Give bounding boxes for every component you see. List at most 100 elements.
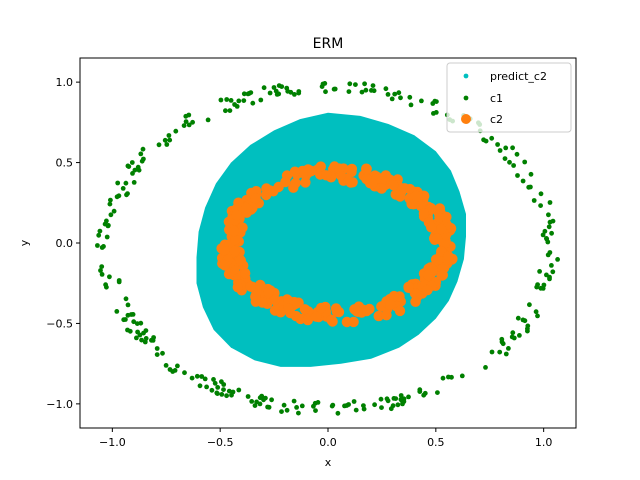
c1-point	[116, 193, 122, 199]
c1-point	[332, 86, 338, 92]
c1-point	[526, 184, 532, 190]
c2-point	[388, 290, 400, 302]
c1-point	[108, 212, 114, 218]
c2-point	[315, 161, 326, 172]
c1-point	[497, 349, 503, 355]
c1-point	[531, 198, 537, 203]
legend-entry-c2: c2	[461, 113, 503, 126]
c1-point	[163, 363, 169, 368]
c1-point	[547, 274, 552, 280]
c1-point	[115, 180, 121, 186]
c1-point	[167, 367, 173, 372]
c1-point	[190, 119, 196, 125]
c1-point	[132, 167, 138, 173]
y-tick-label: −1.0	[46, 398, 73, 411]
c1-point	[281, 402, 287, 408]
c1-point	[542, 228, 548, 234]
c1-point	[549, 263, 554, 268]
c1-point	[267, 90, 273, 96]
y-tick-label: 0.5	[56, 157, 74, 170]
c1-point	[371, 88, 377, 94]
c2-point	[299, 304, 311, 315]
c1-point	[121, 317, 127, 323]
c1-point	[401, 396, 407, 402]
c1-point	[406, 394, 411, 400]
c1-point	[353, 407, 359, 413]
c2-point	[230, 234, 241, 245]
c1-point	[449, 374, 454, 380]
c2-point	[321, 170, 332, 181]
c1-point	[533, 309, 539, 315]
c1-point	[99, 245, 105, 250]
c1-point	[544, 236, 549, 241]
c1-point	[142, 339, 148, 345]
c1-point	[503, 145, 509, 151]
legend-marker-c2	[461, 114, 471, 124]
c2-point	[349, 304, 360, 315]
c1-point	[116, 278, 122, 283]
c1-point	[139, 337, 145, 343]
c1-point	[194, 373, 200, 379]
c1-point	[141, 156, 146, 162]
c1-point	[276, 83, 282, 88]
c2-point	[283, 303, 294, 314]
c1-point	[221, 382, 227, 387]
c1-point	[549, 230, 554, 236]
c2-point	[250, 193, 261, 204]
c1-point	[241, 91, 247, 97]
y-tick-label: 0.0	[56, 237, 74, 250]
c1-point	[284, 85, 290, 91]
c1-point	[296, 410, 301, 416]
c1-point	[263, 395, 268, 401]
c1-point	[503, 351, 509, 357]
c1-point	[419, 98, 424, 104]
legend-label-c1: c1	[490, 92, 503, 105]
c2-point	[367, 178, 378, 189]
c1-point	[351, 399, 357, 404]
c1-point	[143, 336, 149, 341]
x-axis-ticks: −1.0 −0.5 0.0 0.5 1.0	[99, 428, 552, 449]
c2-point	[385, 299, 396, 310]
c1-point	[489, 349, 495, 355]
c1-point	[497, 148, 503, 153]
c1-point	[266, 404, 272, 410]
c1-point	[550, 218, 556, 224]
c1-point	[172, 368, 178, 373]
c1-point	[495, 142, 500, 147]
c2-point	[341, 316, 353, 328]
c1-point	[489, 135, 495, 141]
c1-point	[150, 338, 156, 343]
c1-point	[258, 97, 264, 103]
c1-point	[313, 408, 318, 413]
c1-point	[507, 159, 512, 165]
c1-point	[547, 200, 553, 205]
c1-point	[525, 323, 531, 329]
legend-label-c2: c2	[490, 113, 503, 126]
c1-point	[125, 191, 130, 197]
c1-point	[323, 89, 328, 95]
legend: predict_c2 c1 c2	[446, 62, 572, 133]
c1-point	[527, 302, 532, 308]
c1-point	[99, 264, 105, 269]
c1-point	[517, 333, 522, 338]
c1-point	[141, 330, 146, 336]
c1-point	[433, 110, 439, 115]
c1-point	[99, 272, 105, 277]
c1-point	[271, 85, 277, 90]
c1-point	[329, 403, 335, 409]
c1-point	[511, 163, 516, 168]
c1-point	[555, 257, 560, 262]
c1-point	[224, 393, 230, 399]
c1-point	[111, 208, 117, 214]
c1-point	[546, 224, 552, 230]
c1-point	[134, 335, 139, 341]
x-tick-label: −1.0	[99, 436, 126, 449]
c1-point	[522, 159, 528, 165]
c1-point	[232, 102, 238, 107]
c1-point	[166, 133, 172, 138]
c1-point	[129, 160, 135, 165]
c1-point	[202, 376, 208, 382]
c1-point	[538, 191, 544, 197]
c1-point	[378, 396, 384, 402]
x-tick-label: 1.0	[535, 436, 553, 449]
